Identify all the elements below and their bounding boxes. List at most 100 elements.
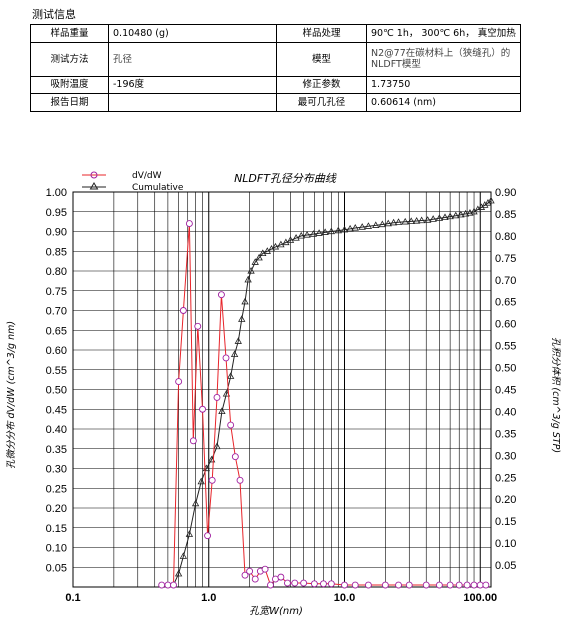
- dvdw-point: [310, 580, 318, 588]
- dvdw-point: [446, 581, 454, 589]
- chart-title: NLDFT孔径分布曲线: [234, 172, 337, 185]
- y-right-tick-label: 0.20: [495, 494, 516, 506]
- cumulative-point: [378, 220, 387, 228]
- y-left-tick-label: 0.50: [46, 385, 67, 397]
- series: [158, 196, 495, 589]
- cumulative-point: [481, 201, 489, 208]
- dvdw-point: [204, 532, 212, 540]
- cumulative-point: [303, 230, 311, 238]
- cumulative-point: [351, 223, 359, 231]
- y-left-tick-label: 0.15: [46, 523, 67, 535]
- y-right-tick-labels: 0.90 0.85 0.80 0.75 0.70 0.65 0.60 0.55 0.50 0.45…: [495, 187, 516, 572]
- dvdw-point: [251, 575, 259, 583]
- cumulative-point: [226, 372, 235, 379]
- y-right-tick-label: 0.80: [495, 231, 516, 243]
- y-left-tick-label: 0.25: [46, 483, 67, 495]
- cumulative-point: [197, 477, 205, 485]
- cumulative-point: [234, 337, 242, 344]
- cumulative-point: [309, 230, 318, 237]
- legend-marker-cumulative: [89, 182, 99, 190]
- table-row: 测试方法 孔径 模型 N2@77在碳材料上（狭缝孔）的NLDFT模型: [30, 41, 521, 77]
- cumulative-point: [346, 224, 354, 232]
- y-left-tick-label: 0.95: [46, 207, 67, 219]
- dvdw-point: [208, 476, 216, 484]
- legend-label-dvdw: dV/dW: [132, 171, 162, 181]
- y-right-tick-label: 0.30: [495, 450, 516, 462]
- cumulative-point: [452, 211, 460, 219]
- dvdw-point: [455, 581, 463, 589]
- dvdw-point: [463, 581, 471, 589]
- cumulative-point: [174, 569, 183, 577]
- cumulative-point: [435, 214, 444, 221]
- cumulative-point: [271, 242, 280, 250]
- y-left-tick-label: 0.20: [46, 503, 67, 515]
- legend-label-cumulative: Cumulative: [132, 183, 184, 193]
- cumulative-point: [185, 530, 194, 537]
- cumulative-point: [394, 218, 403, 225]
- dvdw-point: [435, 581, 443, 589]
- dvdw-point: [241, 571, 249, 579]
- cumulative-point: [286, 236, 295, 243]
- section-title: 测试信息: [32, 8, 76, 21]
- y-right-tick-label: 0.55: [495, 341, 516, 353]
- dvdw-point: [164, 581, 172, 589]
- dvdw-point: [277, 573, 285, 581]
- cumulative-point: [327, 227, 336, 235]
- cumulative-point: [407, 217, 415, 225]
- y-left-tick-label: 0.65: [46, 325, 67, 337]
- cumulative-point: [487, 196, 495, 204]
- dvdw-point: [194, 322, 202, 330]
- cumulative-point: [213, 442, 221, 450]
- cumulative-point: [340, 225, 349, 233]
- dvdw-point: [470, 581, 478, 589]
- y-right-tick-label: 0.25: [495, 472, 516, 484]
- dvdw-point: [158, 581, 166, 589]
- cumulative-point: [424, 216, 432, 223]
- x-tick-label: 10.0: [334, 592, 355, 604]
- y-right-tick-label: 0.50: [495, 363, 516, 375]
- cumulative-point: [358, 223, 366, 230]
- y-left-tick-label: 0.60: [46, 345, 67, 357]
- dvdw-point: [227, 421, 235, 429]
- y-left-tick-label: 0.40: [46, 424, 67, 436]
- cumulative-point: [372, 221, 380, 228]
- cumulative-point: [292, 234, 300, 241]
- y-right-tick-label: 0.90: [495, 187, 516, 199]
- dvdw-point: [364, 581, 372, 589]
- series-line-cumulative: [173, 200, 492, 586]
- value-test-method: 孔径: [108, 41, 277, 77]
- y-left-tick-label: 1.00: [46, 187, 67, 199]
- cumulative-point: [244, 275, 252, 283]
- cumulative-point: [179, 552, 188, 559]
- dvdw-point: [327, 580, 335, 588]
- y-axis-label-right: 孔积分体积 (cm^3/g STP): [550, 337, 561, 453]
- cumulative-point: [241, 297, 249, 305]
- x-tick-label: 100.00: [463, 592, 497, 604]
- y-right-tick-label: 0.35: [495, 428, 516, 440]
- y-left-tick-label: 0.35: [46, 444, 67, 456]
- dvdw-point: [341, 581, 348, 589]
- y-left-tick-label: 0.85: [46, 246, 67, 258]
- cumulative-point: [255, 253, 263, 261]
- cumulative-point: [334, 226, 342, 234]
- table-row: 报告日期 最可几孔径 0.60614 (nm): [30, 93, 521, 112]
- dvdw-point: [222, 354, 230, 362]
- dvdw-point: [217, 291, 225, 299]
- y-right-tick-label: 0.10: [495, 538, 516, 550]
- series-line-dvdw: [161, 223, 486, 586]
- cumulative-point: [457, 210, 465, 218]
- dvdw-point: [246, 567, 254, 575]
- cumulative-point: [474, 205, 482, 213]
- y-left-tick-labels: 1.00 0.95 0.90 0.85 0.80 0.75 0.70 0.65 0.60 0.55…: [46, 187, 67, 574]
- x-tick-labels: 0.1 1.0 10.0 100.00: [65, 592, 497, 604]
- y-right-tick-label: 0.60: [495, 319, 516, 331]
- cumulative-point: [429, 215, 437, 222]
- dvdw-point: [351, 581, 359, 589]
- y-left-tick-label: 0.80: [46, 266, 67, 278]
- dvdw-point: [381, 581, 389, 589]
- y-left-tick-label: 0.90: [46, 227, 67, 239]
- cumulative-point: [230, 350, 239, 357]
- dvdw-point: [395, 581, 402, 589]
- dvdw-point: [291, 579, 299, 587]
